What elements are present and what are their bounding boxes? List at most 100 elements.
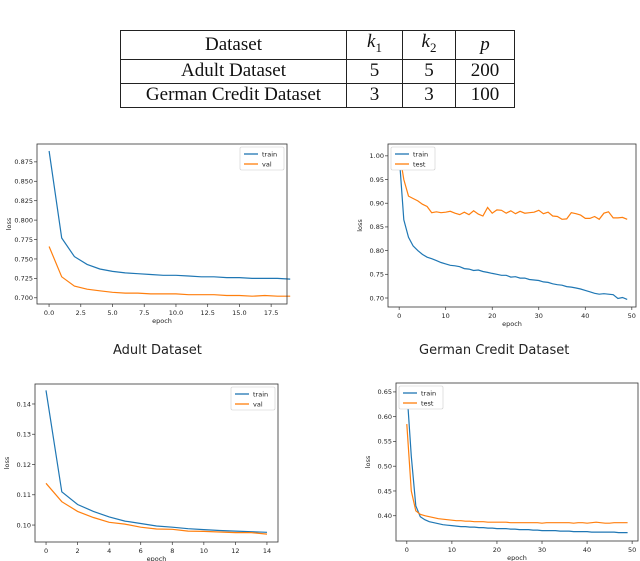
y-tick-label: 0.40 bbox=[378, 512, 392, 520]
series-line-test bbox=[398, 151, 628, 221]
y-tick-label: 0.95 bbox=[370, 176, 384, 184]
cell: 5 bbox=[346, 58, 403, 84]
x-axis-label: epoch bbox=[152, 317, 172, 325]
cell: 3 bbox=[346, 82, 403, 108]
y-axis-label: loss bbox=[5, 217, 13, 230]
y-tick-label: 0.850 bbox=[14, 178, 33, 186]
chart-1: 0.0 2.5 5.0 7.5 10.0 12.5 15.0 17.5 0.700 0.725 0.… bbox=[5, 143, 291, 325]
x-tick-label: 10 bbox=[442, 312, 450, 320]
table-row: Adult Dataset 5 5 200 bbox=[120, 58, 515, 84]
x-tick-label: 10.0 bbox=[169, 309, 183, 317]
x-tick-label: 50 bbox=[628, 546, 636, 554]
x-tick-label: 50 bbox=[628, 312, 636, 320]
plot-frame bbox=[395, 382, 639, 542]
legend-label-test: test bbox=[421, 399, 434, 407]
series-line-train bbox=[406, 389, 628, 534]
series-line-train bbox=[45, 390, 268, 533]
chart-4: 0 10 20 30 40 50 0.40 0.45 0.50 0.55 0.60 0.65 epoch… bbox=[364, 382, 639, 561]
y-tick-label: 0.11 bbox=[17, 491, 31, 499]
y-tick-label: 0.50 bbox=[378, 463, 392, 471]
x-tick-label: 12 bbox=[231, 547, 239, 555]
header-k1: k1 bbox=[346, 30, 403, 60]
y-axis-label: loss bbox=[3, 456, 11, 469]
cell: 3 bbox=[402, 82, 456, 108]
header-p: p bbox=[455, 30, 515, 60]
cell: 200 bbox=[455, 58, 515, 84]
cell: 100 bbox=[455, 82, 515, 108]
y-tick-label: 0.60 bbox=[378, 413, 392, 421]
y-tick-label: 0.825 bbox=[14, 197, 33, 205]
legend-label-val: val bbox=[253, 400, 263, 408]
series-line-train bbox=[48, 150, 291, 280]
x-tick-label: 30 bbox=[538, 546, 546, 554]
x-tick-label: 15.0 bbox=[232, 309, 246, 317]
x-axis-label: epoch bbox=[507, 554, 527, 561]
y-tick-label: 0.10 bbox=[17, 521, 31, 529]
k2-label: k2 bbox=[421, 31, 437, 55]
y-tick-label: 0.875 bbox=[14, 158, 33, 166]
legend: train test bbox=[398, 385, 444, 410]
x-tick-label: 10 bbox=[448, 546, 456, 554]
x-tick-label: 0 bbox=[405, 546, 409, 554]
x-tick-label: 0 bbox=[397, 312, 401, 320]
x-axis-label: epoch bbox=[147, 555, 167, 561]
chart-3: 0 2 4 6 8 10 12 14 0.10 0.11 0.12 0.13 0.14 epoch loss… bbox=[3, 383, 279, 561]
chart-2: 0 10 20 30 40 50 0.70 0.75 0.80 0.85 0.90 0.95 1.00 e… bbox=[356, 143, 637, 328]
y-tick-label: 0.75 bbox=[370, 271, 384, 279]
plot-frame bbox=[36, 143, 288, 305]
y-tick-label: 0.80 bbox=[370, 247, 384, 255]
y-tick-label: 0.750 bbox=[14, 255, 33, 263]
y-tick-label: 0.800 bbox=[14, 216, 33, 224]
x-tick-label: 40 bbox=[581, 312, 589, 320]
series-line-train bbox=[398, 155, 628, 300]
y-tick-label: 0.775 bbox=[14, 236, 33, 244]
y-tick-label: 0.70 bbox=[370, 294, 384, 302]
x-tick-label: 8 bbox=[170, 547, 174, 555]
x-tick-label: 30 bbox=[535, 312, 543, 320]
y-tick-label: 0.12 bbox=[17, 461, 31, 469]
x-tick-label: 2 bbox=[76, 547, 80, 555]
legend-label-train: train bbox=[262, 150, 277, 158]
cell: German Credit Dataset bbox=[120, 82, 347, 108]
legend-label-train: train bbox=[253, 390, 268, 398]
y-tick-label: 0.45 bbox=[378, 487, 392, 495]
y-tick-label: 0.65 bbox=[378, 388, 392, 396]
y-axis-label: loss bbox=[364, 455, 372, 468]
caption-german: German Credit Dataset bbox=[419, 343, 570, 358]
y-tick-label: 0.725 bbox=[14, 275, 33, 283]
table-header-row: Dataset k1 k2 p bbox=[120, 30, 515, 60]
legend: train val bbox=[239, 146, 285, 171]
legend: train test bbox=[390, 146, 436, 171]
parameters-table: Dataset k1 k2 p Adult Dataset 5 5 200 Ge… bbox=[120, 30, 515, 108]
x-tick-label: 0.0 bbox=[44, 309, 54, 317]
legend-label-val: val bbox=[262, 160, 272, 168]
y-tick-label: 0.90 bbox=[370, 200, 384, 208]
y-tick-label: 0.85 bbox=[370, 223, 384, 231]
x-axis-label: epoch bbox=[502, 320, 522, 328]
x-tick-label: 14 bbox=[263, 547, 271, 555]
x-tick-label: 5.0 bbox=[107, 309, 117, 317]
y-tick-label: 0.700 bbox=[14, 294, 33, 302]
x-tick-label: 17.5 bbox=[264, 309, 278, 317]
x-tick-label: 2.5 bbox=[76, 309, 86, 317]
x-tick-label: 20 bbox=[493, 546, 501, 554]
series-line-val bbox=[48, 246, 291, 297]
x-tick-label: 40 bbox=[583, 546, 591, 554]
caption-adult: Adult Dataset bbox=[113, 343, 202, 358]
y-tick-label: 0.14 bbox=[17, 400, 31, 408]
x-tick-label: 0 bbox=[44, 547, 48, 555]
header-k2: k2 bbox=[402, 30, 456, 60]
k1-label: k1 bbox=[367, 31, 382, 55]
y-axis-label: loss bbox=[356, 219, 364, 232]
x-tick-label: 6 bbox=[139, 547, 143, 555]
table-row: German Credit Dataset 3 3 100 bbox=[120, 82, 515, 108]
legend: train val bbox=[230, 386, 276, 411]
header-dataset: Dataset bbox=[120, 30, 347, 60]
x-tick-label: 7.5 bbox=[139, 309, 149, 317]
y-tick-label: 0.13 bbox=[17, 431, 31, 439]
y-tick-label: 0.55 bbox=[378, 438, 392, 446]
x-tick-label: 20 bbox=[488, 312, 496, 320]
plot-frame bbox=[34, 383, 279, 543]
plot-frame bbox=[387, 143, 637, 308]
